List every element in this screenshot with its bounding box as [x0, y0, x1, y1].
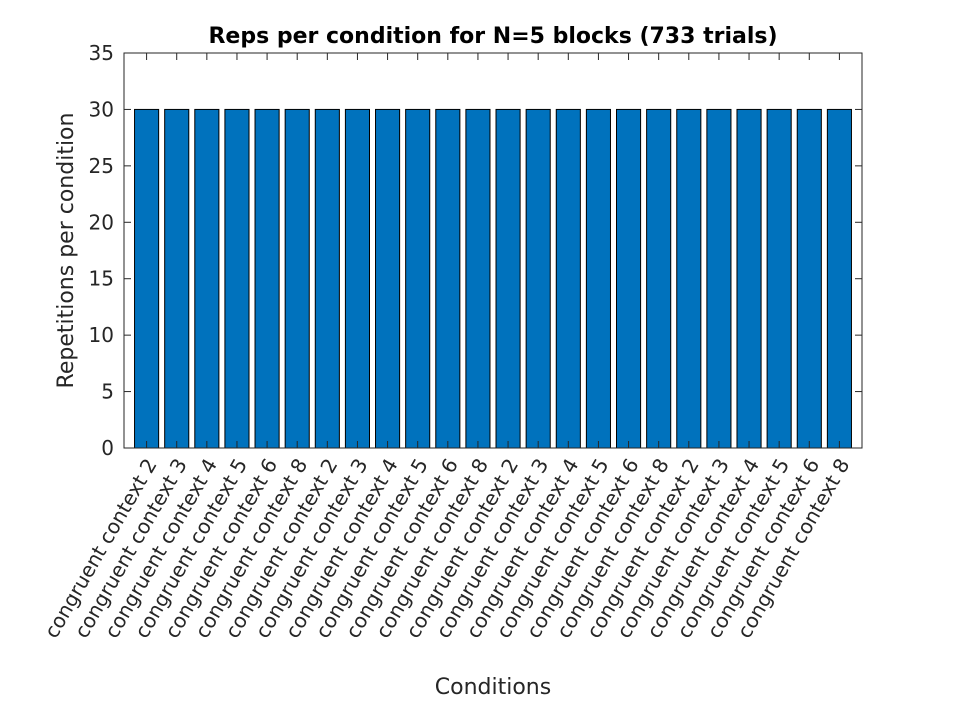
bar [344, 108, 370, 449]
y-tick-label: 35 [89, 41, 114, 65]
y-tick-label: 20 [89, 210, 114, 234]
bar [555, 108, 581, 449]
bar [525, 108, 551, 449]
plot-border [123, 52, 863, 449]
bar [284, 108, 310, 449]
bar [435, 108, 461, 449]
bar [646, 108, 672, 449]
bar [706, 108, 732, 449]
bars-group [134, 108, 852, 449]
bar [314, 108, 340, 449]
y-tick-label: 0 [101, 436, 114, 460]
bar [585, 108, 611, 449]
bar [826, 108, 852, 449]
y-tick-label: 10 [89, 323, 114, 347]
bar [465, 108, 491, 449]
chart-title: Reps per condition for N=5 blocks (733 t… [208, 24, 777, 49]
bar [134, 108, 160, 449]
bar [796, 108, 822, 449]
bar [616, 108, 642, 449]
bar [375, 108, 401, 449]
x-axis-label: Conditions [435, 675, 551, 700]
bar [766, 108, 792, 449]
bar [164, 108, 190, 449]
y-tick-label: 15 [89, 267, 114, 291]
bar [254, 108, 280, 449]
bar [676, 108, 702, 449]
y-tick-label: 5 [101, 380, 114, 404]
bar [224, 108, 250, 449]
y-axis-ticks: 0 5 10 15 20 25 30 35 [89, 41, 862, 460]
y-axis-label: Repetitions per condition [54, 113, 79, 389]
bar [194, 108, 220, 449]
bar [736, 108, 762, 449]
y-tick-label: 30 [89, 97, 114, 121]
bar [405, 108, 431, 449]
bar [495, 108, 521, 449]
y-tick-label: 25 [89, 154, 114, 178]
